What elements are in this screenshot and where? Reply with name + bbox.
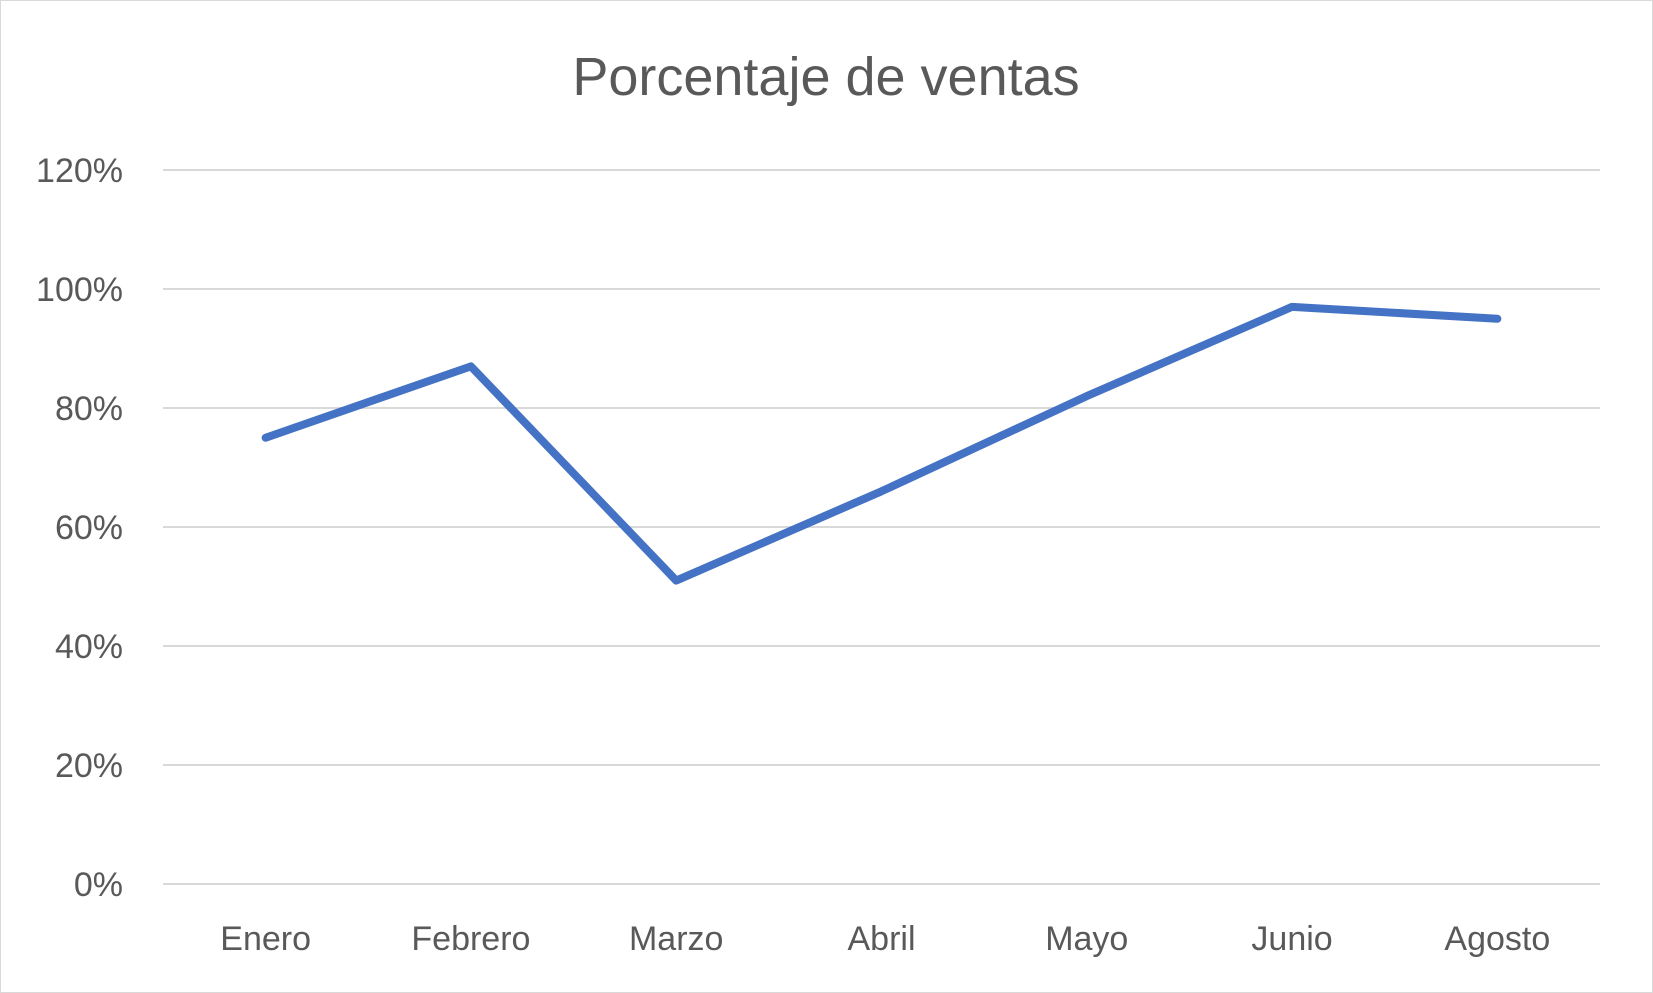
x-tick-label: Junio <box>1251 920 1332 958</box>
y-tick-label: 100% <box>36 271 123 309</box>
x-tick-label: Mayo <box>1045 920 1128 958</box>
gridlines <box>163 169 1600 885</box>
x-axis-ticks: Enero Febrero Marzo Abril Mayo Junio Agosto <box>220 920 1550 958</box>
x-tick-label: Enero <box>220 920 311 958</box>
y-tick-label: 60% <box>55 509 123 547</box>
x-tick-label: Febrero <box>411 920 530 958</box>
x-tick-label: Abril <box>847 920 915 958</box>
y-tick-label: 40% <box>55 628 123 666</box>
y-axis-ticks: 0% 20% 40% 60% 80% 100% 120% <box>36 152 123 904</box>
x-tick-label: Marzo <box>629 920 723 958</box>
chart-title: Porcentaje de ventas <box>572 47 1079 107</box>
y-tick-label: 20% <box>55 747 123 785</box>
series-line <box>261 302 1502 585</box>
y-tick-label: 80% <box>55 390 123 428</box>
series <box>261 302 1502 585</box>
x-tick-label: Agosto <box>1444 920 1550 958</box>
y-tick-label: 0% <box>74 866 123 904</box>
y-tick-label: 120% <box>36 152 123 190</box>
